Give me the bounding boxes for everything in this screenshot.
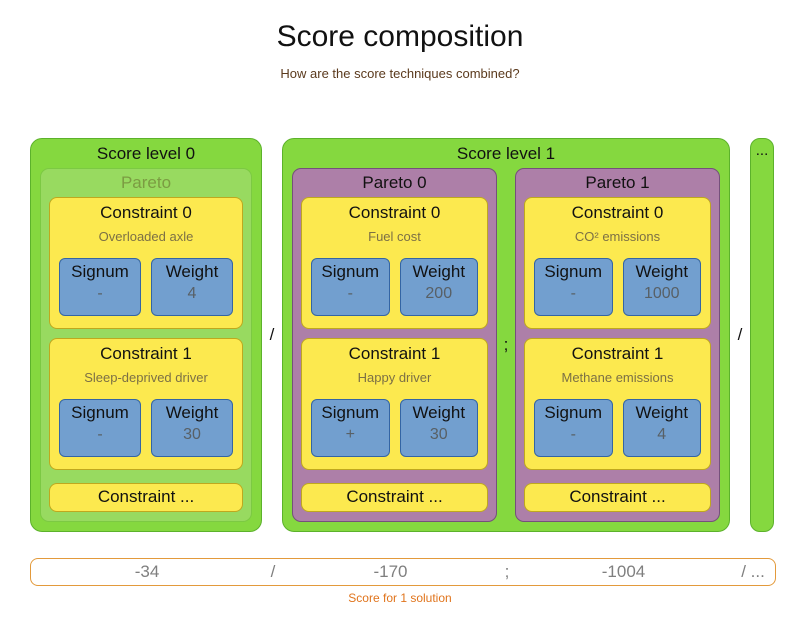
signum-label: Signum	[321, 403, 380, 422]
constraint-description: Sleep-deprived driver	[84, 370, 208, 385]
constraint-box: Constraint 1 Happy driver Signum + Weigh…	[301, 338, 488, 470]
signum-box: Signum -	[311, 258, 390, 316]
pareto-1-box: Pareto 1 Constraint 0 CO² emissions Sign…	[515, 168, 720, 522]
constraint-box: Constraint 0 Overloaded axle Signum - We…	[49, 197, 243, 329]
score-bar: -34 / -170 ; -1004 / ...	[30, 558, 776, 586]
constraint-label: Constraint 1	[100, 344, 192, 363]
score-level-1-pareto-row: Pareto 0 Constraint 0 Fuel cost Signum -…	[283, 166, 729, 531]
signum-box: Signum -	[534, 258, 613, 316]
score-bar-caption: Score for 1 solution	[348, 591, 452, 605]
constraint-label: Constraint 0	[100, 203, 192, 222]
signum-value: -	[97, 426, 103, 443]
signum-value: -	[570, 426, 576, 443]
signum-weight-row: Signum + Weight 30	[311, 399, 478, 457]
constraint-box: Constraint 0 CO² emissions Signum - Weig…	[524, 197, 711, 329]
signum-box: Signum +	[311, 399, 390, 457]
score-value-pareto-0: -170	[373, 562, 408, 581]
signum-value: -	[347, 285, 353, 302]
constraint-label: Constraint 0	[571, 203, 664, 222]
weight-box: Weight 200	[399, 258, 478, 316]
signum-value: -	[97, 285, 103, 302]
weight-value: 30	[429, 426, 448, 443]
page: Score composition How are the score tech…	[0, 20, 800, 605]
constraint-box: Constraint 1 Sleep-deprived driver Signu…	[49, 338, 243, 470]
signum-box: Signum -	[59, 399, 141, 457]
signum-value: +	[345, 426, 355, 443]
constraint-description: Overloaded axle	[98, 229, 194, 244]
score-level-1-label: Score level 1	[456, 144, 556, 163]
pareto-0-box: Pareto 0 Constraint 0 Fuel cost Signum -…	[292, 168, 497, 522]
score-level-0-pareto-row: Pareto Constraint 0 Overloaded axle Sign…	[31, 166, 261, 531]
weight-label: Weight	[165, 403, 219, 422]
page-subtitle: How are the score techniques combined?	[280, 66, 520, 81]
signum-label: Signum	[544, 403, 603, 422]
more-levels-box: ...	[750, 138, 774, 532]
signum-weight-row: Signum - Weight 200	[311, 258, 478, 316]
signum-weight-row: Signum - Weight 4	[59, 258, 233, 316]
level-separator: /	[269, 325, 275, 344]
weight-box: Weight 30	[399, 399, 478, 457]
weight-box: Weight 4	[151, 258, 233, 316]
pareto-label: Pareto 0	[362, 173, 427, 192]
signum-label: Signum	[321, 262, 380, 281]
weight-value: 30	[183, 426, 201, 443]
pareto-label: Pareto	[120, 173, 172, 192]
constraint-label: Constraint 1	[571, 344, 664, 363]
score-level-1-box: Score level 1 Pareto 0 Constraint 0 Fuel…	[282, 138, 730, 532]
trailing-separator: /	[737, 325, 743, 344]
signum-box: Signum -	[534, 399, 613, 457]
score-value-pareto-1: -1004	[601, 562, 646, 581]
weight-label: Weight	[412, 403, 466, 422]
weight-label: Weight	[635, 403, 689, 422]
score-level-0-label: Score level 0	[96, 144, 196, 163]
signum-label: Signum	[544, 262, 603, 281]
score-pareto-separator: ;	[504, 562, 510, 581]
score-level-separator: /	[270, 562, 276, 581]
signum-weight-row: Signum - Weight 30	[59, 399, 233, 457]
signum-value: -	[570, 285, 576, 302]
constraint-box: Constraint 0 Fuel cost Signum - Weight 2…	[301, 197, 488, 329]
weight-box: Weight 4	[622, 399, 701, 457]
constraint-description: Fuel cost	[368, 229, 421, 244]
score-composition-diagram: Score level 0 Pareto Constraint 0 Overlo…	[30, 138, 776, 532]
page-title: Score composition	[276, 20, 524, 53]
score-value-more: / ...	[741, 562, 765, 581]
pareto-label: Pareto 1	[585, 173, 650, 192]
constraint-more-box: Constraint ...	[524, 483, 711, 512]
signum-label: Signum	[71, 403, 129, 422]
constraint-more-box: Constraint ...	[301, 483, 488, 512]
weight-label: Weight	[165, 262, 219, 281]
weight-box: Weight 30	[151, 399, 233, 457]
weight-box: Weight 1000	[622, 258, 701, 316]
constraint-more-box: Constraint ...	[49, 483, 243, 512]
weight-value: 200	[425, 285, 453, 302]
constraint-label: Constraint 0	[348, 203, 441, 222]
pareto-separator: ;	[503, 335, 509, 354]
weight-value: 4	[657, 426, 667, 443]
weight-label: Weight	[635, 262, 689, 281]
weight-value: 1000	[643, 285, 680, 302]
signum-label: Signum	[71, 262, 129, 281]
signum-box: Signum -	[59, 258, 141, 316]
constraint-label: Constraint 1	[348, 344, 441, 363]
constraint-description: Happy driver	[357, 370, 432, 385]
weight-value: 4	[187, 285, 197, 302]
constraint-box: Constraint 1 Methane emissions Signum - …	[524, 338, 711, 470]
signum-weight-row: Signum - Weight 1000	[534, 258, 701, 316]
signum-weight-row: Signum - Weight 4	[534, 399, 701, 457]
weight-label: Weight	[412, 262, 466, 281]
constraint-description: CO² emissions	[574, 229, 661, 244]
constraint-description: Methane emissions	[561, 370, 674, 385]
pareto-box: Pareto Constraint 0 Overloaded axle Sign…	[40, 168, 252, 522]
score-level-0-box: Score level 0 Pareto Constraint 0 Overlo…	[30, 138, 262, 532]
score-value-level-0: -34	[134, 562, 160, 581]
